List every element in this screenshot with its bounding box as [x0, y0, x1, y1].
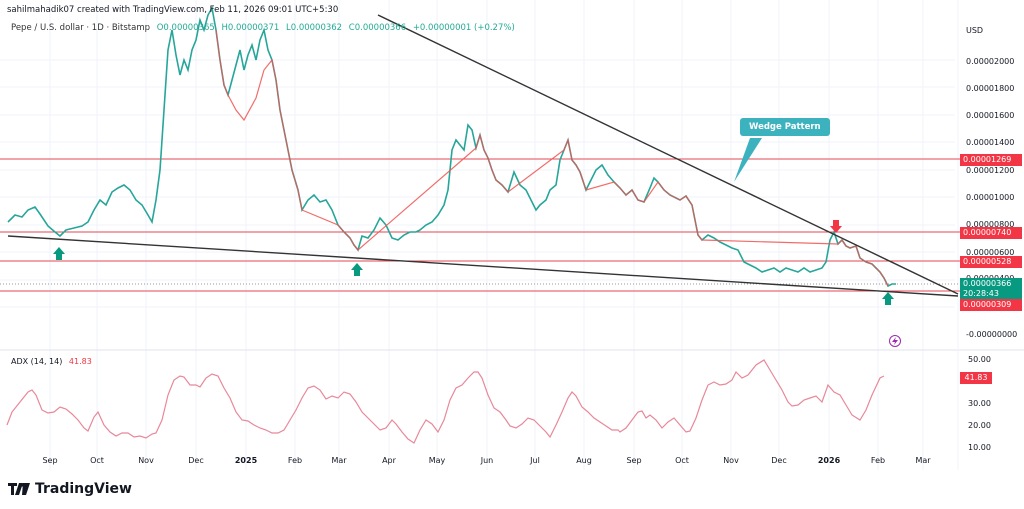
time-tick: Mar	[331, 456, 347, 465]
indicator-value: 41.83	[68, 357, 92, 366]
time-tick: Dec	[771, 456, 787, 465]
current-price-tag: 0.00000366 20:28:43	[960, 278, 1022, 300]
callout-pointer	[734, 138, 762, 182]
time-tick: Nov	[138, 456, 154, 465]
level-tag: 0.00000740	[960, 227, 1022, 239]
adx-tick: 50.00	[968, 355, 991, 364]
price-tick: 0.00000800	[966, 220, 1015, 229]
time-tick: Feb	[870, 456, 886, 465]
adx-tick: 30.00	[968, 399, 991, 408]
price-tick: 0.00001800	[966, 84, 1015, 93]
adx-line	[6, 359, 885, 444]
price-series	[7, 5, 896, 288]
time-tick: Mar	[915, 456, 931, 465]
time-tick: Sep	[626, 456, 642, 465]
indicator-name: ADX (14, 14)	[11, 357, 63, 366]
indicator-legend[interactable]: ADX (14, 14) 41.83	[11, 357, 92, 366]
tradingview-logo[interactable]: TradingView	[8, 481, 132, 497]
adx-tick: 10.00	[968, 443, 991, 452]
time-tick: Feb	[287, 456, 303, 465]
price-series-down	[215, 29, 889, 287]
time-tick: Oct	[675, 456, 689, 465]
lower-trendline[interactable]	[7, 235, 959, 297]
adx-value-tag: 41.83	[960, 372, 992, 384]
time-tick: Oct	[90, 456, 104, 465]
price-tick: 0.00002000	[966, 57, 1015, 66]
support-arrow-icon	[882, 292, 894, 305]
resistance-arrow-icon	[830, 220, 842, 233]
time-tick: Nov	[723, 456, 739, 465]
low-value: L0.00000362	[285, 23, 343, 33]
price-tick: 0.00001200	[966, 166, 1015, 175]
high-value: H0.00000371	[221, 23, 280, 33]
price-tick: 0.00001400	[966, 138, 1015, 147]
price-tick: -0.00000000	[966, 330, 1018, 339]
time-tick: May	[428, 456, 446, 465]
price-tick: 0.00001000	[966, 193, 1015, 202]
open-value: O0.00000365	[156, 23, 215, 33]
level-tag: 0.00000528	[960, 256, 1022, 268]
time-tick: 2025	[234, 456, 258, 465]
time-tick: Jun	[480, 456, 494, 465]
current-price: 0.00000366	[963, 279, 1012, 288]
adx-tick: 20.00	[968, 421, 991, 430]
time-tick: Aug	[576, 456, 592, 465]
symbol-legend: Pepe / U.S. dollar · 1D · Bitstamp O0.00…	[11, 23, 515, 33]
bar-countdown: 20:28:43	[963, 289, 999, 298]
time-tick: Jul	[530, 456, 540, 465]
chart-credit: sahilmahadik07 created with TradingView.…	[7, 5, 339, 15]
level-tag: 0.00001269	[960, 154, 1022, 166]
support-arrow-icon	[351, 263, 363, 276]
lightning-icon[interactable]	[889, 335, 901, 347]
tradingview-logo-icon	[8, 483, 30, 495]
level-tag: 0.00000309	[960, 299, 1022, 311]
wedge-pattern-callout[interactable]: Wedge Pattern	[740, 118, 830, 136]
support-arrow-icon	[53, 247, 65, 260]
upper-trendline[interactable]	[377, 14, 959, 295]
time-tick: Sep	[42, 456, 58, 465]
time-tick: Dec	[188, 456, 204, 465]
currency-label[interactable]: USD	[966, 26, 984, 35]
price-tick: 0.00000600	[966, 248, 1015, 257]
time-tick: 2026	[817, 456, 841, 465]
symbol-name[interactable]: Pepe / U.S. dollar · 1D · Bitstamp	[11, 23, 151, 33]
close-value: C0.00000366	[348, 23, 407, 33]
brand-name: TradingView	[35, 481, 132, 497]
time-tick: Apr	[382, 456, 396, 465]
change-value: +0.00000001 (+0.27%)	[412, 23, 515, 33]
price-tick: 0.00001600	[966, 111, 1015, 120]
grid-lines	[0, 0, 955, 470]
